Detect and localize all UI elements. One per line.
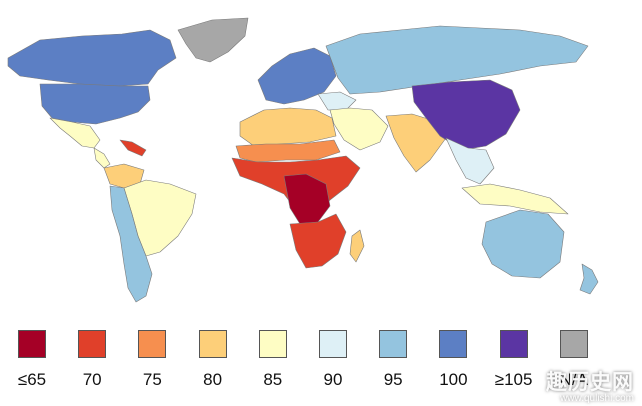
region-greenland (177, 17, 249, 63)
region-indonesia (461, 183, 569, 215)
region-south-asia (385, 113, 447, 173)
region-russia-north-asia (325, 25, 589, 95)
region-southeast-asia (445, 137, 495, 185)
legend-label: ≤65 (17, 370, 47, 389)
world-map (7, 17, 599, 303)
region-caribbean (119, 139, 147, 157)
legend-label: 70 (82, 370, 102, 389)
region-canada-alaska (7, 29, 177, 87)
legend-swatch (559, 330, 588, 358)
legend-swatch (439, 330, 468, 358)
legend-swatch (138, 330, 167, 358)
legend-swatch (258, 330, 287, 358)
region-western-europe (257, 47, 337, 105)
region-southern-africa (289, 213, 347, 269)
legend-swatch (319, 330, 347, 358)
legend-swatch (499, 330, 528, 358)
region-usa (39, 83, 151, 125)
watermark-title: 趣历史网 (546, 370, 634, 394)
region-china-korea-japan (411, 79, 521, 151)
legend-label: 90 (323, 370, 343, 389)
legend-label: 95 (383, 370, 403, 389)
legend-label: 85 (263, 370, 283, 389)
region-madagascar (349, 229, 365, 263)
region-turkey-caucasus (317, 91, 357, 111)
legend: ≤65 70 75 80 85 90 95 100 ≥105 N/A (0, 326, 642, 406)
legend-label: 80 (203, 370, 223, 389)
legend-label: ≥105 (494, 370, 533, 389)
watermark: 趣历史网 www.qulishi.com (546, 372, 634, 404)
region-north-africa (239, 107, 337, 147)
legend-swatch (78, 330, 107, 358)
region-sahel (235, 139, 341, 163)
region-central-africa-core (283, 173, 331, 225)
region-australia (481, 209, 565, 279)
legend-label: 100 (439, 370, 468, 389)
region-middle-east (329, 107, 389, 151)
legend-swatch (379, 330, 408, 358)
region-central-america (93, 147, 111, 169)
legend-label: 75 (142, 370, 162, 389)
watermark-url: www.qulishi.com (560, 393, 634, 404)
legend-swatch (18, 330, 46, 358)
region-andes-southern-cone (109, 185, 153, 303)
region-new-zealand (579, 263, 599, 295)
legend-label: N/A (559, 370, 588, 389)
legend-swatch (198, 330, 227, 358)
